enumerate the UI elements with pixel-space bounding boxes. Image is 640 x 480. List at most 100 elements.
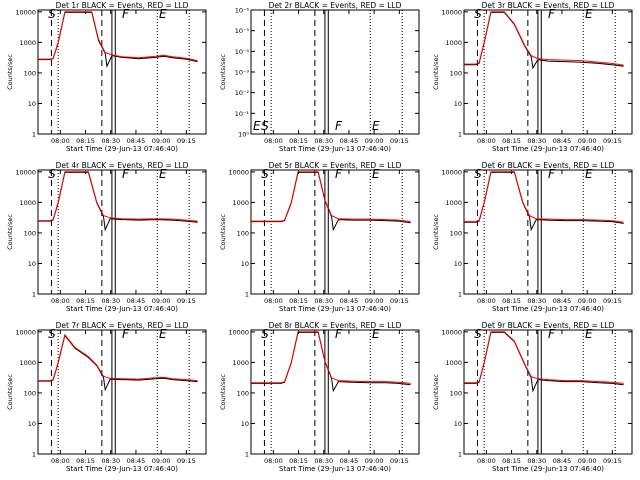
marker-label: F bbox=[548, 7, 556, 21]
x-tick-label: 08:00 bbox=[477, 457, 496, 465]
x-tick-label: 08:45 bbox=[553, 297, 572, 305]
lld-series-line bbox=[464, 171, 624, 223]
lld-series-line bbox=[38, 11, 198, 62]
x-tick-label: 08:30 bbox=[314, 457, 333, 465]
y-axis-label: Counts/sec bbox=[432, 54, 440, 90]
y-tick-label: 100 bbox=[237, 389, 249, 397]
events-series-line bbox=[38, 171, 198, 232]
y-tick-label: 1000 bbox=[19, 39, 36, 47]
detector-panel-4: Det 4r BLACK = Events, RED = LLD Counts/s… bbox=[6, 161, 207, 313]
lld-series-line bbox=[38, 171, 198, 222]
y-axis-label: Counts/sec bbox=[432, 374, 440, 410]
x-tick-label: 08:30 bbox=[314, 137, 333, 145]
detector-panel-8: Det 8r BLACK = Events, RED = LLD Counts/s… bbox=[219, 321, 420, 473]
y-axis-label: Counts/sec bbox=[6, 374, 14, 410]
panel-title: Det 8r BLACK = Events, RED = LLD bbox=[269, 321, 402, 330]
x-tick-label: 08:45 bbox=[553, 137, 572, 145]
x-tick-label: 09:00 bbox=[152, 297, 171, 305]
marker-label: F bbox=[335, 327, 343, 341]
x-tick-label: 08:00 bbox=[264, 137, 283, 145]
x-tick-label: 08:30 bbox=[101, 137, 120, 145]
y-axis-label: Counts/sec bbox=[219, 374, 227, 410]
x-tick-label: 08:30 bbox=[527, 297, 546, 305]
x-axis-label: Start Time (29-Jun-13 07:46:40) bbox=[492, 465, 604, 473]
x-tick-label: 09:00 bbox=[365, 137, 384, 145]
y-axis-label: Counts/sec bbox=[432, 214, 440, 250]
x-tick-label: 09:15 bbox=[603, 297, 622, 305]
marker-label: F bbox=[335, 119, 343, 133]
y-tick-label: 10⁻¹ bbox=[235, 110, 250, 118]
x-tick-label: 08:45 bbox=[553, 457, 572, 465]
y-tick-label: 1 bbox=[245, 291, 249, 299]
y-tick-label: 10⁻⁶ bbox=[235, 7, 250, 15]
panel-title: Det 9r BLACK = Events, RED = LLD bbox=[482, 321, 615, 330]
y-tick-label: 10 bbox=[28, 100, 36, 108]
x-tick-label: 08:15 bbox=[76, 137, 95, 145]
marker-label: S bbox=[474, 167, 482, 181]
x-tick-label: 09:15 bbox=[603, 137, 622, 145]
plot-frame bbox=[250, 169, 420, 295]
y-tick-label: 100 bbox=[450, 389, 462, 397]
y-tick-label: 1 bbox=[245, 451, 249, 459]
marker-label: E bbox=[372, 327, 380, 341]
y-tick-label: 10000 bbox=[441, 328, 462, 336]
x-tick-label: 08:15 bbox=[289, 457, 308, 465]
panel-title: Det 4r BLACK = Events, RED = LLD bbox=[56, 161, 189, 170]
x-tick-label: 08:30 bbox=[527, 137, 546, 145]
y-tick-label: 10⁻⁴ bbox=[235, 48, 250, 56]
y-tick-label: 10000 bbox=[228, 168, 249, 176]
events-series-line bbox=[38, 11, 198, 68]
y-tick-label: 100 bbox=[450, 69, 462, 77]
x-axis-label: Start Time (29-Jun-13 07:46:40) bbox=[279, 465, 391, 473]
marker-label: E bbox=[372, 167, 380, 181]
y-tick-label: 1 bbox=[32, 131, 36, 139]
marker-label: E bbox=[159, 167, 167, 181]
y-tick-label: 1000 bbox=[19, 359, 36, 367]
y-tick-label: 10 bbox=[454, 420, 462, 428]
events-series-line bbox=[38, 334, 198, 392]
marker-label: F bbox=[122, 167, 130, 181]
marker-label: E bbox=[159, 7, 167, 21]
panel-title: Det 1r BLACK = Events, RED = LLD bbox=[56, 1, 189, 10]
y-axis-label: Counts/sec bbox=[6, 54, 14, 90]
marker-label: E bbox=[253, 119, 261, 133]
marker-label: S bbox=[474, 7, 482, 21]
x-tick-label: 08:15 bbox=[502, 137, 521, 145]
y-tick-label: 100 bbox=[237, 229, 249, 237]
y-tick-label: 10000 bbox=[228, 328, 249, 336]
y-tick-label: 10 bbox=[241, 260, 249, 268]
x-tick-label: 08:45 bbox=[127, 297, 146, 305]
y-tick-label: 10⁻³ bbox=[235, 69, 250, 77]
x-tick-label: 08:15 bbox=[289, 297, 308, 305]
detector-panel-9: Det 9r BLACK = Events, RED = LLD Counts/s… bbox=[432, 321, 633, 473]
x-tick-label: 08:00 bbox=[51, 457, 70, 465]
x-tick-label: 08:45 bbox=[127, 457, 146, 465]
x-tick-label: 08:15 bbox=[502, 297, 521, 305]
y-tick-label: 10 bbox=[241, 420, 249, 428]
x-tick-label: 08:00 bbox=[51, 297, 70, 305]
y-tick-label: 10⁻⁵ bbox=[235, 27, 250, 35]
detector-panel-7: Det 7r BLACK = Events, RED = LLD Counts/s… bbox=[6, 321, 207, 473]
plot-frame bbox=[463, 329, 633, 455]
x-tick-label: 08:45 bbox=[340, 137, 359, 145]
x-tick-label: 09:00 bbox=[578, 457, 597, 465]
x-tick-label: 08:15 bbox=[502, 457, 521, 465]
lld-series-line bbox=[251, 331, 411, 384]
x-tick-label: 09:15 bbox=[177, 297, 196, 305]
x-tick-label: 09:00 bbox=[152, 137, 171, 145]
marker-label: F bbox=[122, 327, 130, 341]
plot-frame bbox=[37, 329, 207, 455]
plot-frame bbox=[37, 9, 207, 135]
x-axis-label: Start Time (29-Jun-13 07:46:40) bbox=[279, 305, 391, 313]
y-axis-label: Counts/sec bbox=[6, 214, 14, 250]
x-tick-label: 09:00 bbox=[365, 457, 384, 465]
y-tick-label: 1 bbox=[32, 451, 36, 459]
x-tick-label: 09:00 bbox=[578, 137, 597, 145]
plot-frame bbox=[463, 9, 633, 135]
y-tick-label: 10⁰ bbox=[238, 131, 249, 139]
events-series-line bbox=[464, 171, 624, 232]
x-tick-label: 08:00 bbox=[51, 137, 70, 145]
x-tick-label: 08:15 bbox=[289, 137, 308, 145]
plot-frame bbox=[250, 329, 420, 455]
